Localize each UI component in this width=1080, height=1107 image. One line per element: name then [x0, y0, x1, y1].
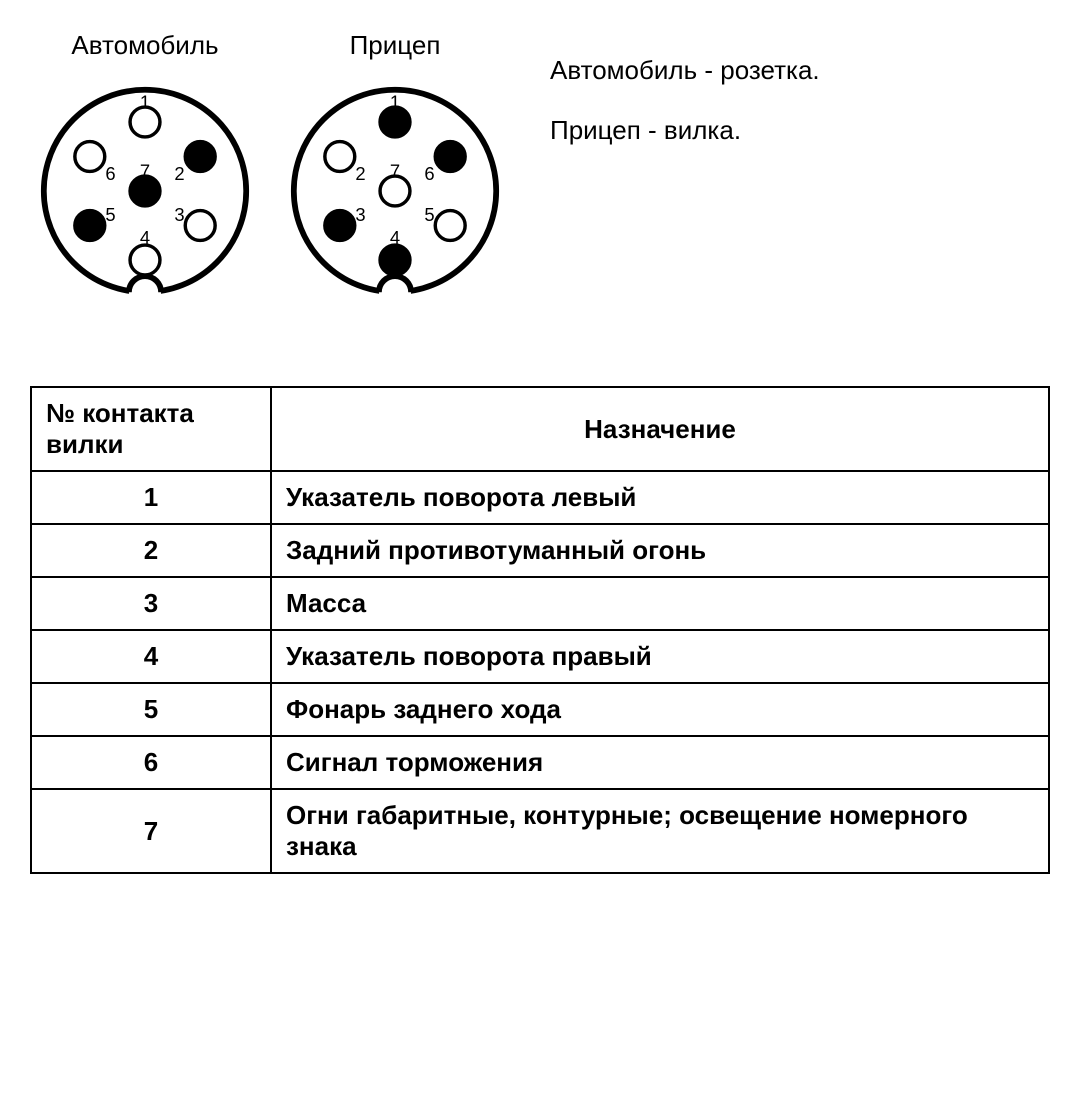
pin-circle	[130, 245, 160, 275]
cell-pin-number: 6	[31, 736, 271, 789]
header-purpose: Назначение	[271, 387, 1049, 471]
table-header-row: № контакта вилки Назначение	[31, 387, 1049, 471]
table-row: 4Указатель поворота правый	[31, 630, 1049, 683]
cell-pin-number: 2	[31, 524, 271, 577]
cell-purpose: Указатель поворота левый	[271, 471, 1049, 524]
table-row: 5Фонарь заднего хода	[31, 683, 1049, 736]
cell-purpose: Указатель поворота правый	[271, 630, 1049, 683]
pin-label: 5	[105, 204, 115, 225]
pin-table: № контакта вилки Назначение 1Указатель п…	[30, 386, 1050, 874]
pin-circle	[75, 211, 105, 241]
pin-circle	[325, 211, 355, 241]
connectors-row: Автомобиль 1 2 3 4 5 6 7 Прицеп 1 6 5 4 3 2 7	[30, 30, 510, 306]
cell-purpose: Фонарь заднего хода	[271, 683, 1049, 736]
table-row: 7Огни габаритные, контурные; освещение н…	[31, 789, 1049, 873]
cell-purpose: Масса	[271, 577, 1049, 630]
connector-diagram: 1 6 5 4 3 2 7	[280, 76, 510, 306]
pin-label: 1	[140, 91, 150, 112]
pin-circle	[75, 142, 105, 172]
pin-label: 3	[174, 204, 184, 225]
table-body: 1Указатель поворота левый2Задний противо…	[31, 471, 1049, 873]
pin-label: 1	[390, 91, 400, 112]
cell-pin-number: 4	[31, 630, 271, 683]
connector-title: Прицеп	[350, 30, 441, 61]
cell-purpose: Сигнал торможения	[271, 736, 1049, 789]
pin-circle	[435, 142, 465, 172]
connector-group: Автомобиль 1 2 3 4 5 6 7	[30, 30, 260, 306]
table-row: 1Указатель поворота левый	[31, 471, 1049, 524]
legend-text: Автомобиль - розетка. Прицеп - вилка.	[550, 30, 820, 306]
pin-circle	[185, 211, 215, 241]
cell-pin-number: 5	[31, 683, 271, 736]
pin-label: 6	[424, 163, 434, 184]
pin-label: 4	[390, 227, 400, 248]
cell-purpose: Задний противотуманный огонь	[271, 524, 1049, 577]
connector-diagram: 1 2 3 4 5 6 7	[30, 76, 260, 306]
table-row: 6Сигнал торможения	[31, 736, 1049, 789]
pin-label: 3	[355, 204, 365, 225]
table-row: 3Масса	[31, 577, 1049, 630]
table-row: 2Задний противотуманный огонь	[31, 524, 1049, 577]
pin-label: 5	[424, 204, 434, 225]
header-pin-number: № контакта вилки	[31, 387, 271, 471]
cell-pin-number: 1	[31, 471, 271, 524]
legend-line: Прицеп - вилка.	[550, 110, 820, 152]
pin-label: 6	[105, 163, 115, 184]
pin-circle	[185, 142, 215, 172]
cell-pin-number: 3	[31, 577, 271, 630]
pin-label: 7	[390, 160, 400, 181]
legend-line: Автомобиль - розетка.	[550, 50, 820, 92]
connector-group: Прицеп 1 6 5 4 3 2 7	[280, 30, 510, 306]
cell-pin-number: 7	[31, 789, 271, 873]
pin-circle	[380, 245, 410, 275]
pin-label: 2	[355, 163, 365, 184]
connector-title: Автомобиль	[71, 30, 218, 61]
cell-purpose: Огни габаритные, контурные; освещение но…	[271, 789, 1049, 873]
pin-circle	[435, 211, 465, 241]
top-section: Автомобиль 1 2 3 4 5 6 7 Прицеп 1 6 5 4 3 2 7 Автомобил…	[30, 30, 1050, 306]
pin-label: 4	[140, 227, 150, 248]
pin-label: 7	[140, 160, 150, 181]
pin-circle	[325, 142, 355, 172]
pin-label: 2	[174, 163, 184, 184]
